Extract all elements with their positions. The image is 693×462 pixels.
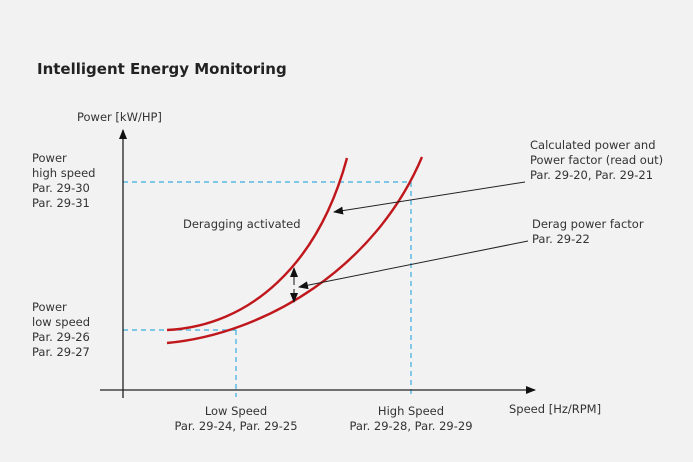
power-high-label: Power high speed Par. 29-30 Par. 29-31 [32,151,96,210]
diagram-title: Intelligent Energy Monitoring [37,60,287,78]
high-speed-label: High Speed Par. 29-28, Par. 29-29 [349,404,473,433]
deragging-label: Deragging activated [183,217,301,231]
x-axis-label: Speed [Hz/RPM] [509,402,602,416]
y-axis-label: Power [kW/HP] [77,110,162,124]
power-low-label: Power low speed Par. 29-26 Par. 29-27 [32,300,91,359]
deragging-curve [166,157,349,332]
calculated-power-label: Calculated power and Power factor (read o… [530,138,664,182]
low-speed-label: Low Speed Par. 29-24, Par. 29-25 [174,404,298,433]
calculated-power-pointer [333,181,526,215]
guide-lines [123,181,412,397]
power-curve [166,156,424,345]
derag-factor-pointer [298,240,529,290]
derag-power-factor-label: Derag power factor Par. 29-22 [532,217,644,246]
